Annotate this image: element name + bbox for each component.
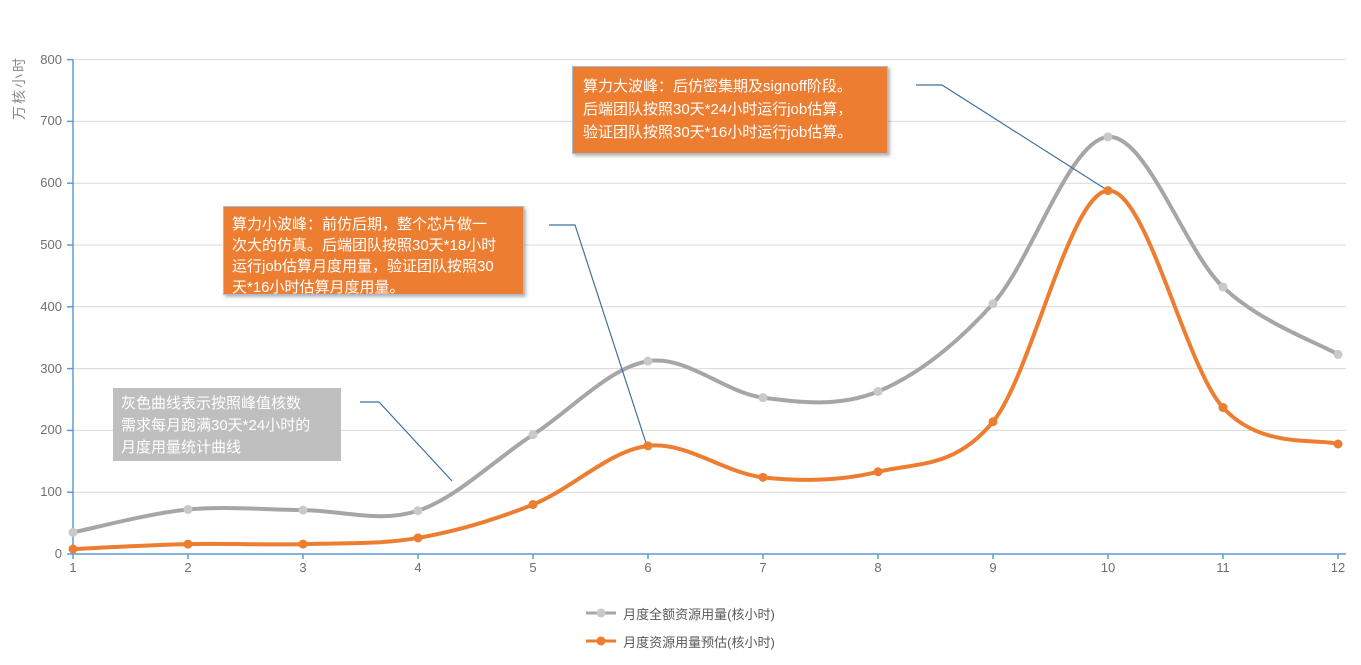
data-point-marker-series-1	[1218, 403, 1228, 413]
y-tick-label: 700	[40, 113, 62, 129]
data-point-marker-series-0	[758, 393, 768, 403]
x-tick-label: 2	[184, 560, 192, 575]
data-point-marker-series-1	[528, 500, 538, 510]
annotation-gray-curve-note: 灰色曲线表示按照峰值核数 需求每月跑满30天*24小时的 月度用量统计曲线	[113, 388, 341, 461]
x-tick-label: 11	[1216, 560, 1230, 575]
data-point-marker-series-0	[1333, 349, 1343, 359]
data-point-marker-series-1	[758, 472, 768, 482]
data-point-marker-series-1	[298, 539, 308, 549]
data-point-marker-series-1	[643, 441, 653, 451]
data-point-marker-series-0	[873, 386, 883, 396]
leader-line	[916, 84, 1108, 191]
data-point-marker-series-0	[183, 505, 193, 515]
y-tick-label: 0	[54, 546, 62, 561]
x-tick-label: 12	[1330, 560, 1346, 575]
annotation-small-peak-text: 算力小波峰：前仿后期，整个芯片做一 次大的仿真。后端团队按照30天*18小时 运…	[232, 216, 497, 296]
data-point-marker-series-0	[643, 356, 653, 366]
y-tick-label: 100	[40, 484, 62, 500]
leader-line	[360, 401, 453, 482]
data-point-marker-series-0	[298, 505, 308, 515]
legend-marker-gray-line	[586, 608, 617, 618]
y-tick-label: 200	[40, 422, 62, 438]
annotation-small-peak: 算力小波峰：前仿后期，整个芯片做一 次大的仿真。后端团队按照30天*18小时 运…	[223, 206, 524, 296]
x-tick-label: 8	[874, 560, 882, 575]
data-point-marker-series-0	[413, 506, 423, 516]
leader-line	[549, 224, 648, 447]
y-tick-label: 500	[40, 237, 62, 252]
data-point-marker-series-1	[183, 539, 193, 549]
y-tick-label: 800	[40, 51, 62, 67]
y-axis-title: 万核小时	[11, 56, 27, 120]
data-point-marker-series-0	[68, 527, 78, 537]
x-tick-label: 6	[644, 560, 652, 575]
y-tick-label: 400	[40, 298, 62, 314]
x-tick-label: 7	[759, 560, 767, 575]
annotation-large-peak: 算力大波峰：后仿密集期及signoff阶段。 后端团队按照30天*24小时运行j…	[572, 66, 888, 154]
series-curve-0	[71, 134, 1340, 535]
data-point-marker-series-1	[68, 544, 78, 554]
x-tick-label: 1	[69, 560, 77, 575]
x-tick-label: 3	[299, 560, 307, 575]
legend-item-estimated-usage: 月度资源用量预估(核小时)	[586, 632, 775, 650]
legend-item-full-usage: 月度全额资源用量(核小时)	[586, 604, 775, 622]
x-tick-label: 10	[1100, 560, 1116, 575]
data-point-marker-series-1	[413, 533, 423, 543]
legend-marker-orange-line	[586, 636, 617, 646]
data-point-marker-series-1	[1333, 439, 1343, 449]
legend-label-estimated-usage: 月度资源用量预估(核小时)	[623, 634, 775, 650]
data-point-marker-series-1	[1103, 186, 1113, 196]
data-point-marker-series-0	[988, 299, 998, 309]
annotation-gray-curve-note-text: 灰色曲线表示按照峰值核数 需求每月跑满30天*24小时的 月度用量统计曲线	[121, 395, 311, 456]
data-point-marker-series-1	[873, 467, 883, 477]
annotation-large-peak-text: 算力大波峰：后仿密集期及signoff阶段。 后端团队按照30天*24小时运行j…	[583, 78, 853, 141]
chart-legend: 月度全额资源用量(核小时) 月度资源用量预估(核小时)	[0, 604, 1361, 650]
x-tick-label: 9	[989, 560, 997, 575]
data-point-marker-series-0	[1218, 282, 1228, 292]
data-point-marker-series-0	[528, 430, 538, 440]
y-tick-label: 600	[40, 175, 62, 191]
data-point-marker-series-1	[988, 417, 998, 427]
x-tick-label: 4	[414, 560, 422, 575]
x-tick-label: 5	[529, 560, 537, 575]
y-tick-label: 300	[40, 360, 62, 376]
legend-label-full-usage: 月度全额资源用量(核小时)	[623, 606, 775, 622]
data-point-marker-series-0	[1103, 132, 1113, 142]
